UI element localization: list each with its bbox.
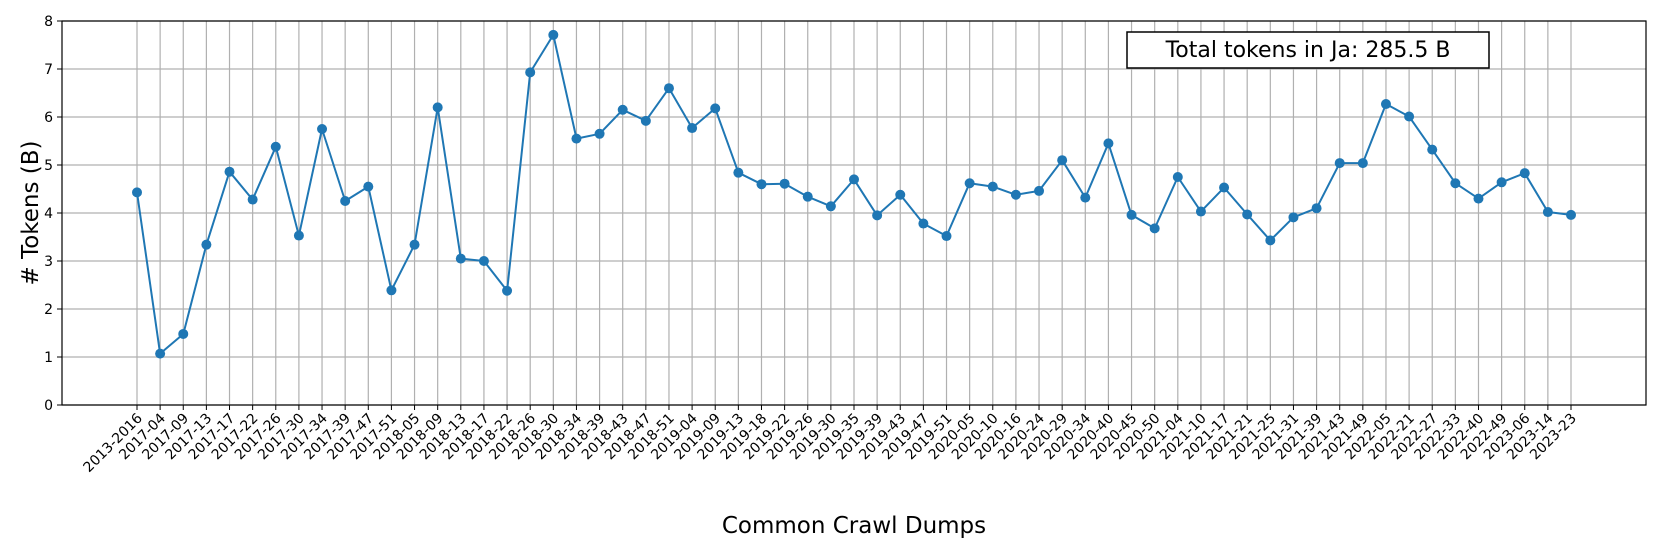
data-point	[964, 178, 975, 189]
data-point	[386, 285, 397, 296]
grid	[62, 20, 1646, 406]
data-point	[317, 124, 328, 134]
data-point	[918, 218, 929, 229]
data-point	[872, 210, 883, 221]
data-point	[802, 191, 813, 202]
data-point	[1450, 178, 1461, 189]
data-point	[687, 123, 698, 134]
data-point	[1404, 111, 1415, 122]
data-point	[155, 348, 166, 359]
data-point	[1334, 158, 1345, 169]
data-point	[132, 187, 142, 198]
data-point	[1172, 172, 1183, 182]
data-point	[178, 328, 189, 339]
data-point	[1519, 168, 1530, 179]
data-point	[987, 181, 998, 192]
x-axis-title: Common Crawl Dumps	[722, 513, 986, 539]
data-point	[1242, 209, 1253, 220]
data-point	[502, 285, 513, 296]
data-point	[363, 181, 374, 192]
data-point	[455, 253, 466, 264]
data-point	[733, 167, 744, 178]
data-point	[1126, 209, 1137, 220]
data-point	[1473, 193, 1484, 204]
y-tick-label: 7	[44, 62, 53, 78]
data-point	[525, 67, 536, 78]
y-axis-title: # Tokens (B)	[18, 140, 44, 285]
data-point	[270, 141, 281, 152]
data-point	[849, 174, 859, 185]
series	[132, 29, 1576, 359]
data-point	[1357, 158, 1368, 169]
data-point	[571, 133, 582, 144]
data-point	[1080, 192, 1091, 203]
data-point	[340, 196, 351, 206]
data-point	[1057, 155, 1068, 166]
data-point	[756, 179, 767, 190]
data-point	[224, 166, 235, 177]
data-point	[1380, 99, 1391, 110]
data-point	[710, 103, 721, 114]
data-point	[663, 83, 674, 94]
data-point	[1149, 223, 1160, 234]
y-tick-label: 4	[44, 206, 53, 222]
data-point	[409, 239, 420, 250]
data-point	[247, 194, 258, 205]
annotation-box: Total tokens in Ja: 285.5 B	[1126, 31, 1490, 69]
data-point	[1195, 206, 1206, 217]
data-point	[1010, 189, 1021, 200]
data-point	[1265, 235, 1276, 246]
data-point	[825, 201, 836, 212]
data-point	[617, 104, 628, 115]
y-tick-label: 3	[44, 254, 53, 270]
axes: 0123456782013-20162017-042017-092017-132…	[44, 14, 1580, 476]
data-point	[594, 128, 605, 139]
data-point	[478, 256, 489, 266]
data-point	[1103, 138, 1114, 149]
data-point	[779, 178, 790, 189]
y-tick-label: 0	[44, 398, 53, 414]
data-point	[432, 102, 443, 113]
data-point	[1566, 209, 1576, 220]
data-point	[1288, 212, 1299, 223]
data-point	[1034, 185, 1045, 196]
data-point	[640, 115, 651, 126]
data-point	[1542, 207, 1553, 218]
data-point	[1427, 144, 1438, 155]
y-tick-label: 8	[44, 14, 53, 30]
y-tick-label: 2	[44, 302, 53, 318]
y-tick-label: 6	[44, 110, 53, 126]
annotation-text: Total tokens in Ja: 285.5 B	[1165, 38, 1451, 63]
data-point	[1496, 177, 1507, 188]
data-point	[201, 239, 212, 250]
data-point	[1219, 182, 1230, 193]
data-point	[895, 189, 906, 200]
y-tick-label: 5	[44, 158, 53, 174]
data-point	[293, 230, 304, 241]
data-point	[548, 29, 559, 40]
data-point	[941, 231, 952, 242]
y-tick-label: 1	[44, 350, 53, 366]
data-point	[1311, 203, 1322, 214]
